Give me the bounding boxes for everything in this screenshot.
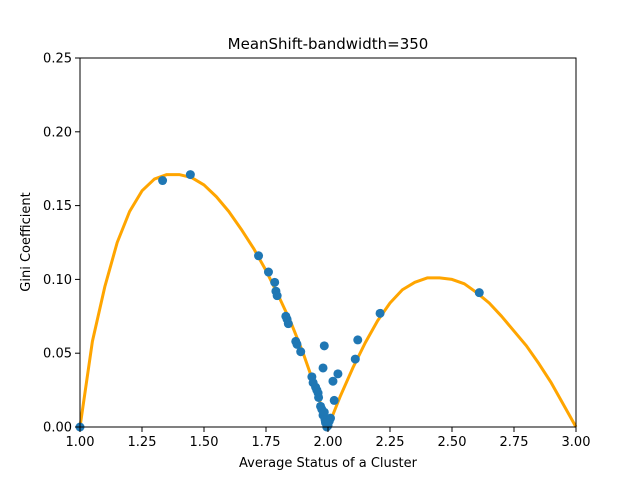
data-point — [350, 354, 360, 364]
y-tick-label: 0.15 — [43, 199, 72, 214]
data-point — [254, 251, 264, 261]
x-tick-label: 2.75 — [500, 435, 529, 450]
y-tick-label: 0.00 — [43, 421, 72, 436]
data-point — [353, 335, 363, 345]
data-point — [272, 291, 282, 301]
x-tick-label: 1.50 — [190, 435, 219, 450]
x-tick-label: 2.00 — [314, 435, 343, 450]
data-point — [319, 341, 329, 351]
y-tick-label: 0.20 — [43, 125, 72, 140]
x-tick-label: 2.25 — [376, 435, 405, 450]
data-point — [296, 347, 306, 357]
data-point — [292, 339, 302, 349]
data-point — [328, 376, 338, 386]
y-tick-label: 0.25 — [43, 52, 72, 67]
y-axis-ticks: 0.00 0.05 0.10 0.15 0.20 0.25 — [43, 52, 80, 436]
data-point — [185, 170, 195, 180]
x-tick-label: 1.00 — [66, 435, 95, 450]
y-axis-label: Gini Coefficient — [19, 192, 34, 291]
y-tick-label: 0.05 — [43, 347, 72, 362]
data-point — [329, 395, 339, 405]
y-tick-label: 0.10 — [43, 273, 72, 288]
points-layer — [75, 170, 484, 432]
data-point — [474, 288, 484, 298]
data-point — [314, 392, 324, 402]
x-axis-label: Average Status of a Cluster — [239, 456, 418, 471]
data-point — [319, 407, 329, 417]
data-point — [325, 413, 335, 423]
data-point — [263, 267, 273, 277]
x-tick-label: 1.75 — [252, 435, 281, 450]
data-point — [270, 277, 280, 287]
data-point — [333, 369, 343, 379]
data-point — [375, 308, 385, 318]
data-point — [158, 176, 168, 186]
plot-area: 1.00 1.25 1.50 1.75 2.00 2.25 2.50 2.75 3.00 0.0… — [43, 52, 590, 451]
data-point — [318, 363, 328, 373]
x-tick-label: 2.50 — [438, 435, 467, 450]
data-point — [283, 319, 293, 329]
x-tick-label: 3.00 — [562, 435, 591, 450]
x-axis-ticks: 1.00 1.25 1.50 1.75 2.00 2.25 2.50 2.75 3.00 — [66, 427, 591, 450]
x-tick-label: 1.25 — [128, 435, 157, 450]
chart-title: MeanShift-bandwidth=350 — [228, 35, 429, 53]
